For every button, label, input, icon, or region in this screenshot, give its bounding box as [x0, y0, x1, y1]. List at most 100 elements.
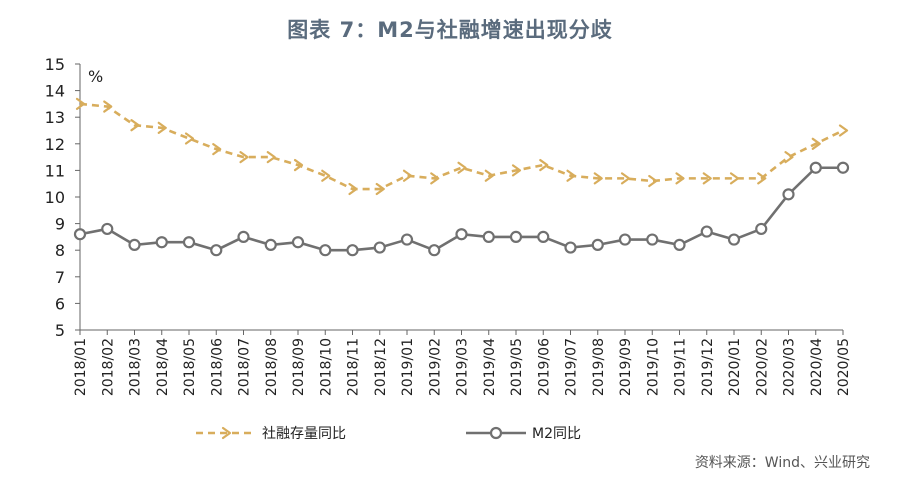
data-point-social-financing — [648, 174, 658, 188]
data-point-social-financing — [321, 169, 331, 182]
data-point-social-financing — [348, 182, 358, 196]
x-tick-label: 2020/02 — [754, 338, 770, 396]
x-tick-label: 2019/08 — [591, 338, 607, 396]
x-tick-label: 2018/10 — [318, 338, 334, 396]
data-point-social-financing — [702, 172, 712, 185]
x-tick-label: 2020/05 — [836, 338, 852, 396]
legend: 社融存量同比 M2同比 — [196, 426, 581, 442]
y-tick-label: 13 — [45, 108, 65, 127]
data-point-m2 — [836, 161, 850, 174]
data-point-social-financing — [130, 119, 140, 132]
y-tick-label: 11 — [45, 161, 65, 180]
data-point-m2 — [482, 230, 495, 243]
data-point-m2 — [755, 222, 768, 236]
data-point-social-financing — [729, 172, 740, 185]
x-tick-label: 2019/03 — [455, 338, 471, 396]
data-point-social-financing — [266, 151, 276, 164]
x-tick-label: 2019/04 — [482, 338, 498, 396]
data-point-m2 — [782, 188, 795, 201]
x-tick-label: 2019/02 — [427, 338, 443, 396]
x-tick-label: 2018/09 — [291, 338, 307, 396]
data-point-m2 — [128, 238, 141, 251]
data-point-social-financing — [511, 164, 522, 177]
data-point-social-financing — [566, 169, 576, 182]
y-unit-label: % — [88, 67, 103, 86]
data-point-social-financing — [620, 172, 631, 185]
x-tick-label: 2019/05 — [509, 338, 525, 396]
x-tick-label: 2019/10 — [645, 338, 661, 396]
y-tick-label: 6 — [55, 294, 65, 313]
data-point-social-financing — [103, 100, 113, 113]
data-point-m2 — [673, 238, 686, 251]
data-point-social-financing — [75, 97, 86, 110]
legend-marker-m2 — [489, 426, 503, 440]
x-tick-label: 2019/01 — [400, 338, 416, 396]
data-point-social-financing — [375, 182, 385, 196]
data-point-social-financing — [539, 158, 549, 172]
data-point-social-financing — [212, 143, 222, 156]
data-point-m2 — [373, 241, 386, 254]
x-tick-label: 2018/04 — [155, 338, 171, 396]
y-tick-label: 14 — [45, 82, 65, 101]
data-point-social-financing — [457, 161, 467, 174]
data-point-social-financing — [811, 137, 821, 150]
data-point-m2 — [809, 161, 822, 174]
y-tick-label: 5 — [55, 321, 65, 340]
data-point-m2 — [618, 233, 632, 246]
data-point-social-financing — [293, 158, 304, 172]
data-point-m2 — [210, 244, 223, 257]
data-point-social-financing — [593, 172, 603, 185]
data-point-m2 — [455, 228, 468, 241]
source-note: 资料来源：Wind、兴业研究 — [694, 455, 870, 471]
data-point-social-financing — [402, 169, 413, 182]
y-tick-label: 9 — [55, 215, 65, 234]
data-point-m2 — [346, 244, 359, 257]
data-point-social-financing — [157, 121, 167, 134]
legend-marker-social-financing — [221, 426, 232, 440]
data-point-m2 — [182, 236, 196, 249]
legend-label-m2: M2同比 — [532, 426, 581, 442]
data-point-m2 — [73, 228, 87, 241]
data-point-m2 — [509, 230, 523, 243]
x-tick-label: 2018/08 — [264, 338, 280, 396]
x-tick-label: 2019/06 — [536, 338, 552, 396]
data-point-m2 — [101, 222, 114, 236]
x-tick-label: 2018/05 — [182, 338, 198, 396]
x-tick-label: 2018/12 — [373, 338, 389, 396]
data-point-social-financing — [757, 172, 767, 185]
series-line-social-financing — [79, 102, 844, 191]
x-tick-label: 2018/07 — [237, 338, 253, 396]
y-tick-label: 10 — [45, 188, 65, 207]
data-point-m2 — [400, 233, 414, 246]
data-point-m2 — [264, 238, 277, 251]
x-axis: 2018/01 2018/02 2018/03 2018/04 2018/05 2018/… — [73, 329, 852, 396]
data-point-m2 — [646, 233, 659, 246]
data-point-social-financing — [784, 151, 794, 164]
series-area — [73, 97, 850, 257]
x-tick-label: 2020/03 — [782, 338, 798, 396]
y-tick-label: 12 — [45, 135, 65, 154]
x-tick-label: 2018/01 — [73, 338, 89, 396]
data-point-social-financing — [675, 172, 685, 185]
x-tick-label: 2018/02 — [100, 338, 116, 396]
x-tick-label: 2019/07 — [564, 338, 580, 396]
x-tick-label: 2019/09 — [618, 338, 634, 396]
data-point-social-financing — [484, 169, 494, 182]
data-point-m2 — [564, 241, 577, 254]
y-axis: 5 6 7 8 9 10 11 12 13 14 15% — [45, 55, 104, 340]
data-point-m2 — [291, 236, 305, 249]
x-tick-label: 2020/01 — [727, 338, 743, 396]
chart-title: 图表 7：M2与社融增速出现分歧 — [287, 18, 613, 42]
data-point-social-financing — [239, 151, 249, 164]
data-point-m2 — [727, 233, 741, 246]
x-tick-label: 2018/11 — [346, 338, 362, 396]
x-tick-label: 2020/04 — [809, 338, 825, 396]
y-tick-label: 8 — [55, 241, 65, 260]
data-point-m2 — [428, 244, 441, 257]
data-point-m2 — [700, 225, 713, 238]
x-tick-label: 2018/06 — [209, 338, 225, 396]
data-point-m2 — [155, 236, 168, 249]
data-point-m2 — [537, 230, 550, 243]
data-point-social-financing — [430, 172, 440, 185]
